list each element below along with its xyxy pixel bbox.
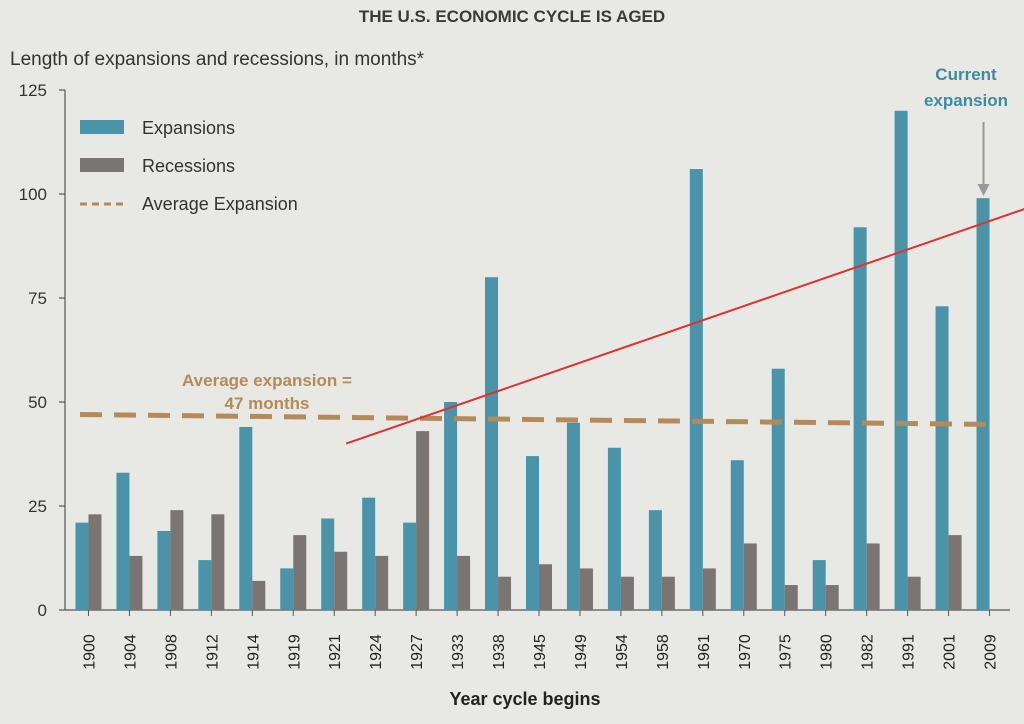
x-tick-label: 1914 xyxy=(245,634,262,670)
expansion-bar xyxy=(526,456,539,610)
annotations: Average expansion = 47 months Current ex… xyxy=(182,65,1008,413)
expansion-bar xyxy=(566,422,580,610)
x-tick-label: 1904 xyxy=(122,634,139,670)
x-tick-label: 1933 xyxy=(450,634,467,670)
expansion-bar xyxy=(730,460,744,610)
recession-bar xyxy=(129,555,143,610)
x-tick-label: 1970 xyxy=(737,634,754,670)
expansion-bar xyxy=(239,426,253,610)
x-tick-label: 2001 xyxy=(942,634,959,670)
expansion-bar xyxy=(607,447,621,610)
average-annotation-line2: 47 months xyxy=(224,394,309,413)
recession-bar xyxy=(743,543,757,610)
x-tick-label: 1975 xyxy=(778,634,795,670)
x-tick-label: 1938 xyxy=(491,634,508,670)
x-tick-labels: 1900 1904 1908 1912 1914 1919 1921 1924 1927 1933… xyxy=(81,634,999,670)
expansion-bar xyxy=(894,110,908,611)
average-line-group xyxy=(79,411,993,427)
expansion-bar xyxy=(935,306,949,610)
expansion-bar xyxy=(771,368,785,610)
expansion-bar xyxy=(116,472,130,610)
recession-bar xyxy=(498,576,512,610)
recession-bar xyxy=(88,514,102,610)
recession-bar xyxy=(170,510,184,610)
x-tick-label: 1924 xyxy=(368,634,385,670)
y-tick-label: 0 xyxy=(38,601,47,620)
x-tick-label: 1900 xyxy=(81,634,98,670)
recession-bar xyxy=(825,585,839,610)
x-tick-label: 1927 xyxy=(409,634,426,670)
recession-bar xyxy=(252,580,266,610)
recession-bar xyxy=(620,576,634,610)
y-tick-label: 125 xyxy=(19,81,47,100)
x-tick-label: 1945 xyxy=(532,634,549,670)
chart-title: THE U.S. ECONOMIC CYCLE IS AGED xyxy=(359,7,665,26)
legend-label-average: Average Expansion xyxy=(142,194,298,214)
chart-subtitle: Length of expansions and recessions, in … xyxy=(10,49,425,70)
x-tick-label: 1961 xyxy=(696,634,713,670)
recession-bar xyxy=(661,576,675,610)
x-tick-label: 1980 xyxy=(819,634,836,670)
current-expansion-arrowhead xyxy=(977,184,990,196)
x-tick-label: 1921 xyxy=(327,634,344,670)
current-expansion-label-line1: Current xyxy=(935,65,997,84)
recession-bar xyxy=(784,585,798,610)
red-trend-line xyxy=(345,208,1024,445)
x-tick-label: 1958 xyxy=(655,634,672,670)
x-tick-label: 1919 xyxy=(286,634,303,670)
recession-bar xyxy=(539,564,552,610)
legend-swatch-expansions xyxy=(80,120,124,134)
recession-bar xyxy=(416,431,430,610)
expansion-bar xyxy=(485,277,499,610)
recession-bar xyxy=(948,535,962,610)
expansion-bar xyxy=(444,402,458,610)
x-tick-label: 1912 xyxy=(204,634,221,670)
y-tick-label: 25 xyxy=(28,497,47,516)
legend: Expansions Recessions Average Expansion xyxy=(80,118,298,214)
expansion-bar xyxy=(976,198,990,610)
average-annotation-line1: Average expansion = xyxy=(182,371,352,390)
recession-bar xyxy=(907,576,921,610)
x-tick-label: 2009 xyxy=(983,634,1000,670)
expansion-bar xyxy=(157,530,171,610)
recession-bar xyxy=(293,535,307,610)
expansion-bar xyxy=(362,497,376,610)
recession-bar xyxy=(579,568,593,610)
recession-bar xyxy=(866,543,880,610)
expansion-bar xyxy=(403,522,417,610)
recession-bar xyxy=(334,551,348,610)
average-expansion-line xyxy=(79,411,993,427)
trend-overlay xyxy=(345,208,1024,445)
expansion-bar xyxy=(812,560,826,610)
expansion-bar xyxy=(321,518,335,610)
legend-label-expansions: Expansions xyxy=(142,118,235,138)
expansion-bar xyxy=(280,568,294,610)
y-tick-label: 50 xyxy=(28,393,47,412)
bars xyxy=(75,110,991,616)
expansion-bar xyxy=(75,522,89,610)
expansion-bar xyxy=(198,560,212,610)
y-tick-label: 75 xyxy=(28,289,47,308)
x-tick-label: 1982 xyxy=(860,634,877,670)
recession-bar xyxy=(211,514,225,610)
recession-bar xyxy=(375,555,389,610)
current-expansion-label-line2: expansion xyxy=(924,91,1008,110)
expansion-bar xyxy=(689,169,703,611)
x-tick-label: 1954 xyxy=(614,634,631,670)
x-tick-label: 1949 xyxy=(573,634,590,670)
expansion-bar xyxy=(648,510,662,610)
recession-bar xyxy=(702,568,716,610)
y-tick-label: 100 xyxy=(19,185,47,204)
x-axis-label: Year cycle begins xyxy=(449,689,600,709)
x-tick-label: 1908 xyxy=(163,634,180,670)
legend-swatch-recessions xyxy=(80,158,124,172)
x-tick-label: 1991 xyxy=(901,634,918,670)
expansion-bar xyxy=(853,227,867,610)
legend-label-recessions: Recessions xyxy=(142,156,235,176)
recession-bar xyxy=(457,555,471,610)
